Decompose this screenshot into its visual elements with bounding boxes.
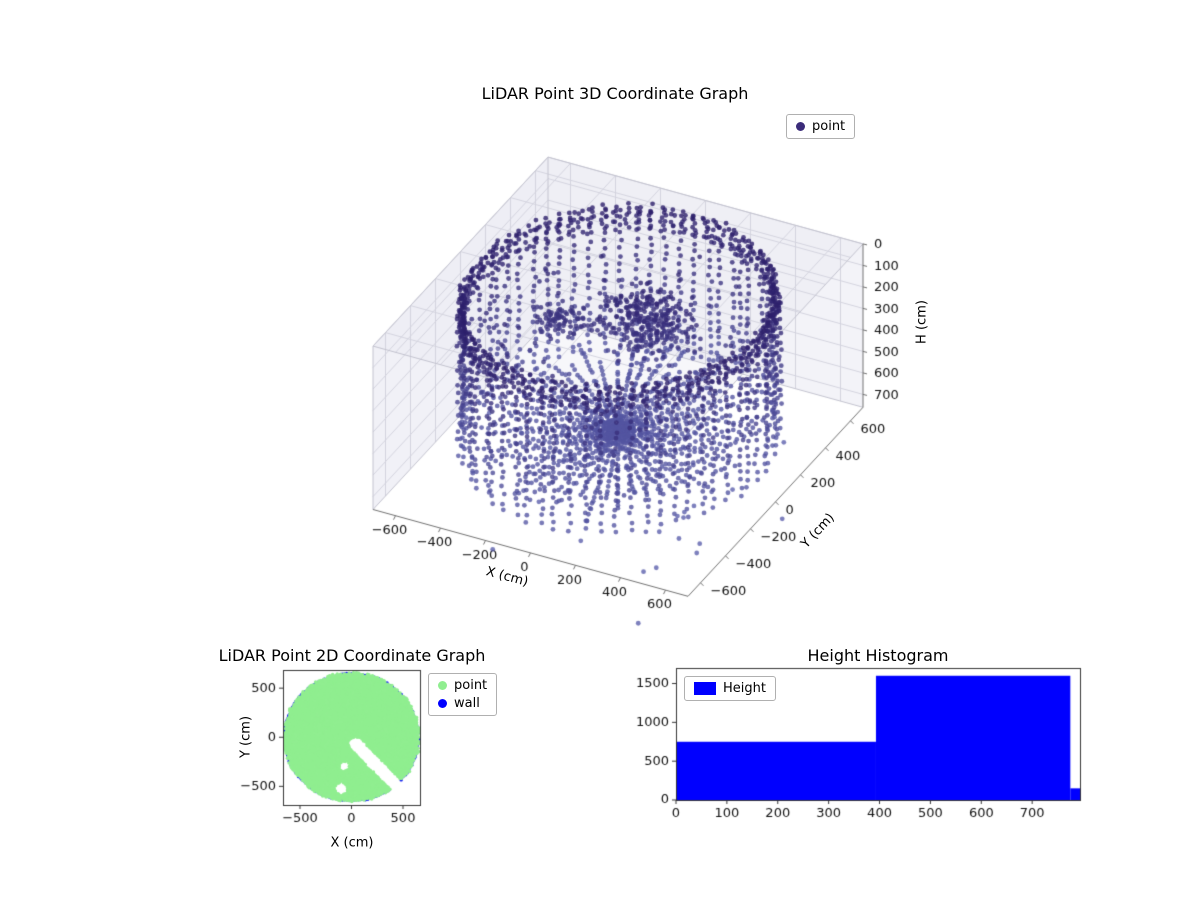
histogram-legend-row-height: Height [694,681,766,696]
plot2d-ylabel: Y (cm) [238,715,254,759]
plot3d-legend-label-point: point [812,119,846,134]
histogram-legend-label-height: Height [723,681,766,696]
plot3d-title: LiDAR Point 3D Coordinate Graph [481,84,749,103]
height-patch-icon [694,682,716,695]
plot2d-xlabel: X (cm) [330,835,374,851]
point-marker-icon [438,681,447,690]
plot2d-legend-label-point: point [454,678,488,693]
plot2d-legend: point wall [428,673,498,716]
plot2d-legend-label-wall: wall [454,696,480,711]
plot2d-legend-row-wall: wall [438,696,487,711]
plot2d-legend-row-point: point [438,678,487,693]
histogram-title: Height Histogram [807,646,949,665]
histogram-legend: Height [684,676,776,701]
wall-marker-icon [438,699,447,708]
plot3d-legend: point [786,114,856,139]
plot2d-title: LiDAR Point 2D Coordinate Graph [218,646,486,665]
plot3d-legend-row-point: point [796,119,845,134]
plot3d-zlabel: H (cm) [914,300,930,344]
point-marker-icon [796,122,805,131]
